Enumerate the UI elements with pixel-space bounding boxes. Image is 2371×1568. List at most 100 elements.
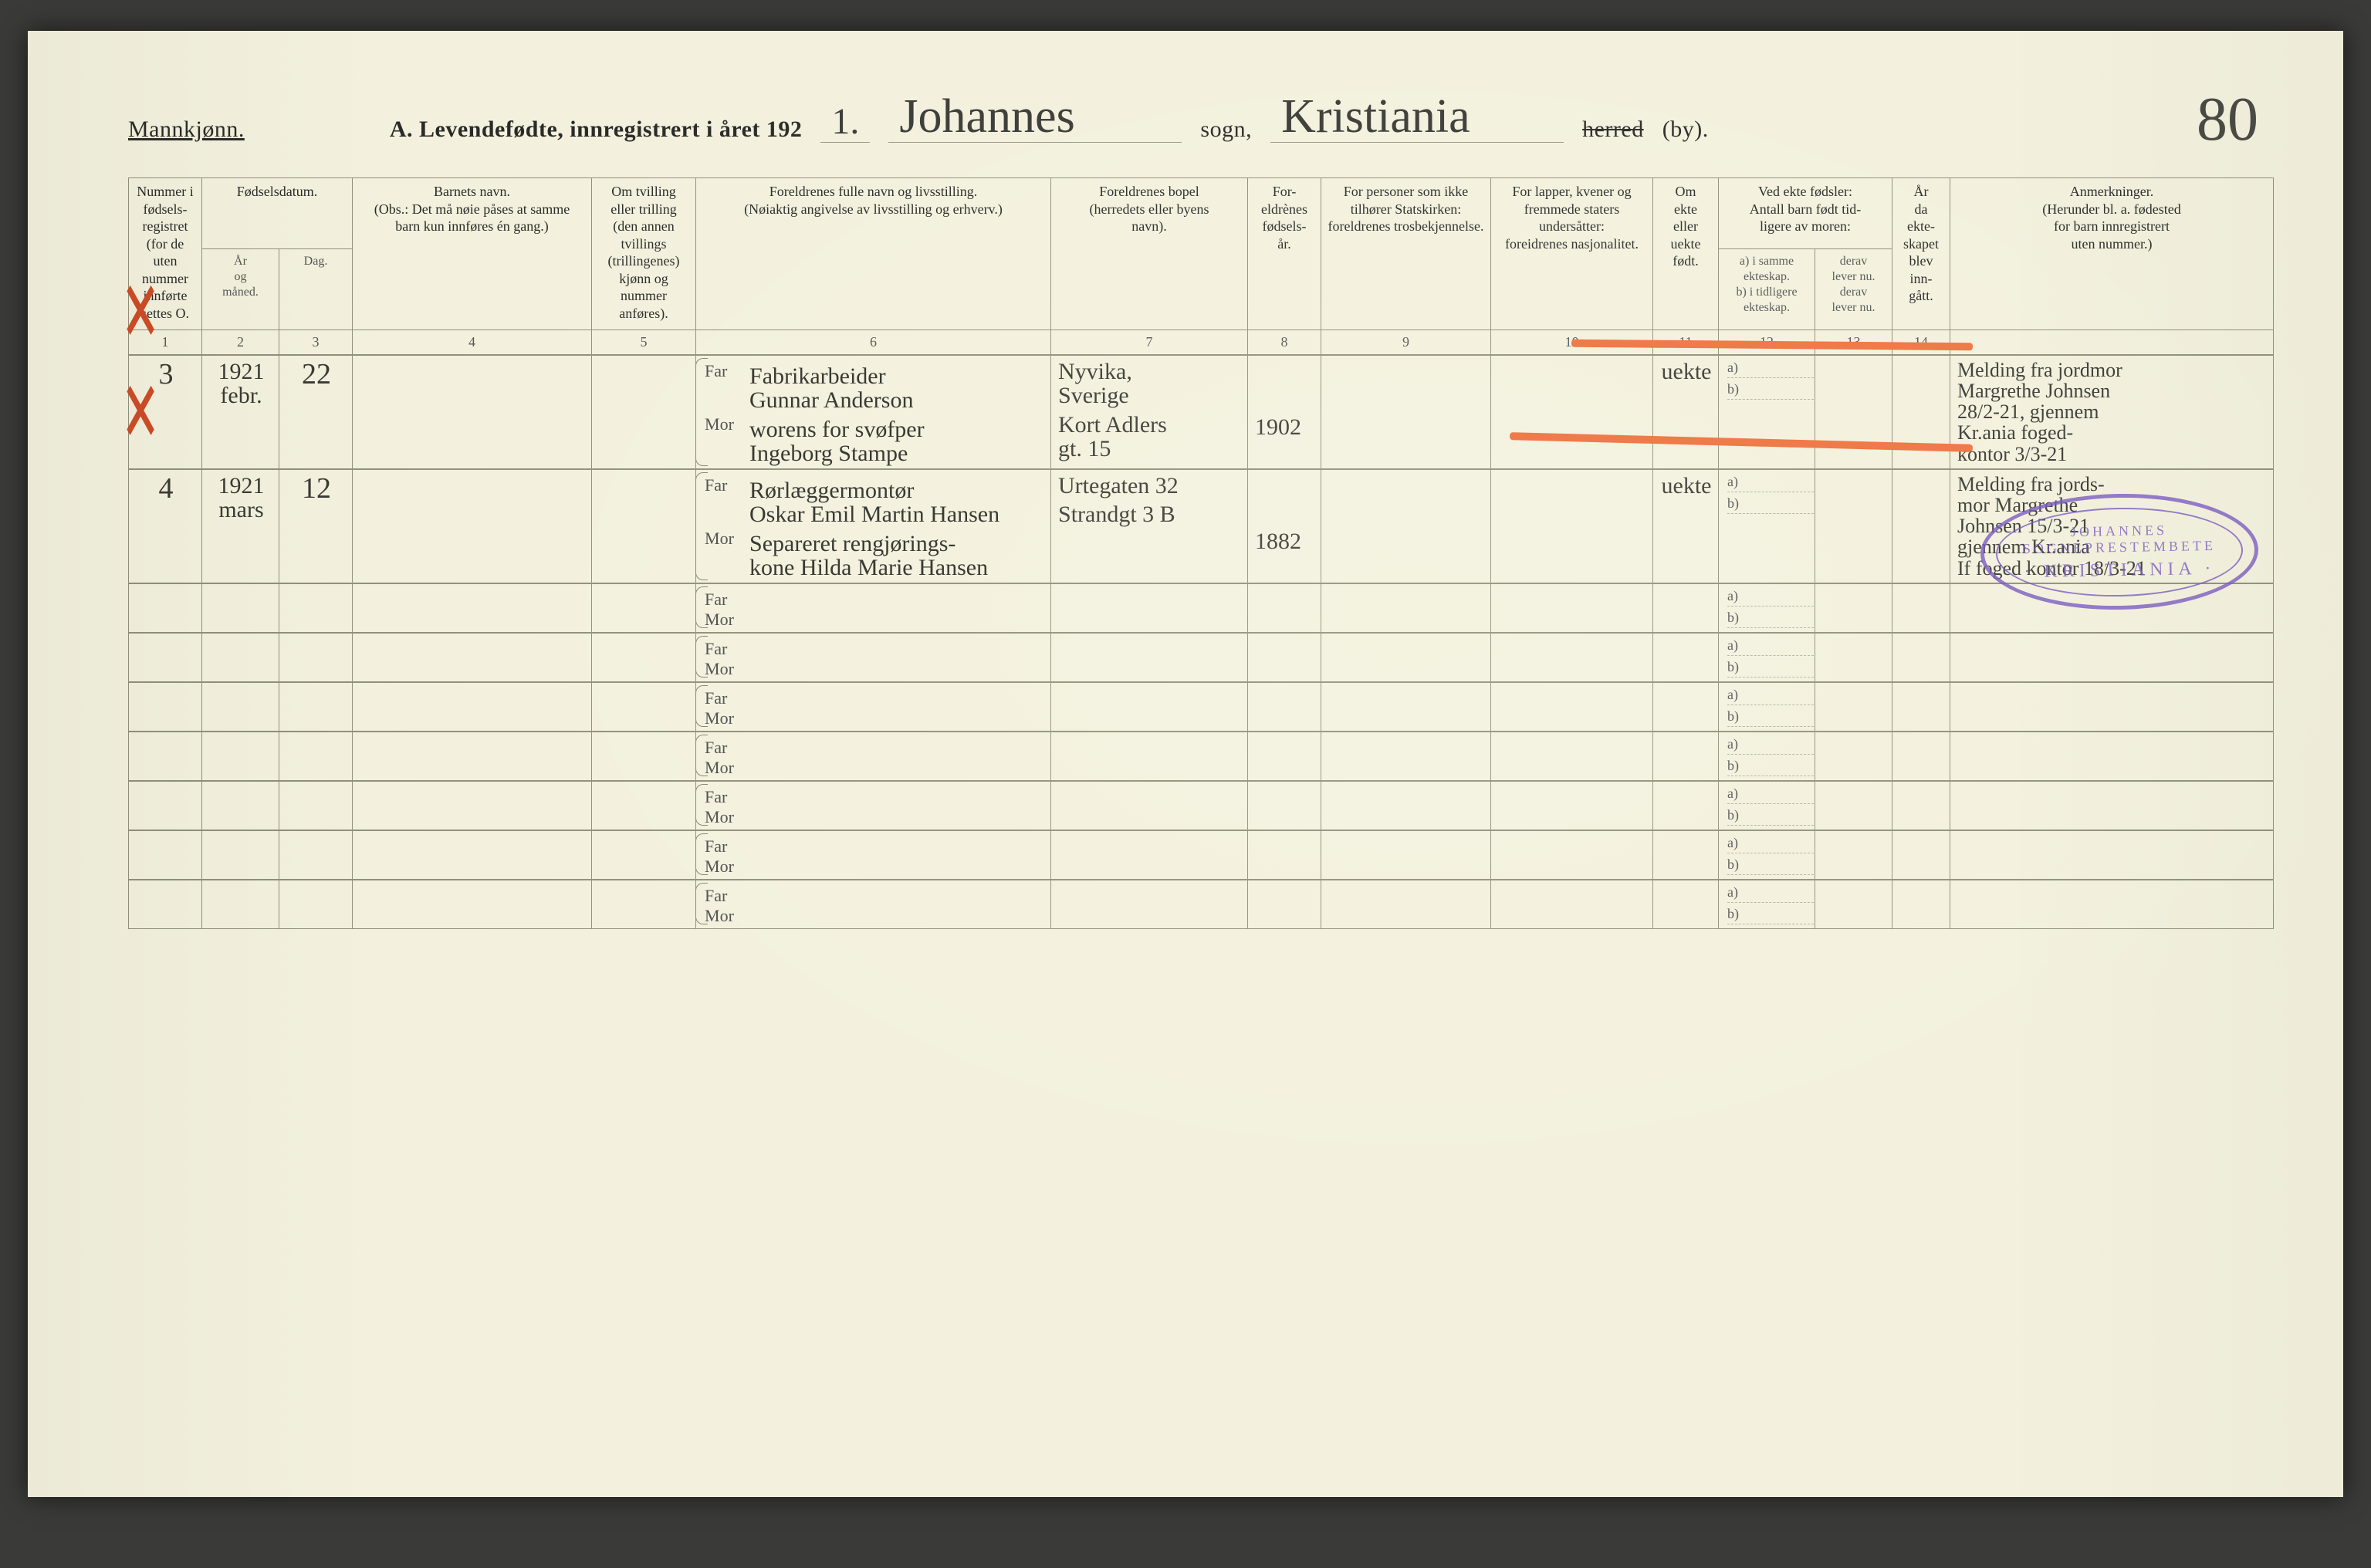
- cell-empty: [1892, 583, 1950, 633]
- colnum-3: 3: [279, 330, 353, 355]
- cell-empty: [1950, 682, 2274, 732]
- sogn-hand: Johannes: [888, 93, 1182, 143]
- cell-twin: [592, 469, 696, 583]
- cell-empty: [353, 633, 592, 682]
- cell-nat: [1491, 469, 1653, 583]
- cell-parents: FarFabrikarbeider Gunnar Anderson Morwor…: [696, 355, 1051, 469]
- cell-empty: [1491, 682, 1653, 732]
- th-15: Anmerkninger. (Herunder bl. a. fødested …: [1950, 178, 2274, 330]
- cell-ab2: [1815, 469, 1892, 583]
- table-row: 41921 mars12 FarRørlæggermontør Oskar Em…: [129, 469, 2274, 583]
- cell-empty: [1653, 880, 1719, 929]
- cell-empty: [592, 830, 696, 880]
- cell-empty: [202, 633, 279, 682]
- cell-empty: [1815, 682, 1892, 732]
- cell-empty: Far Mor: [696, 633, 1051, 682]
- cell-num: 4: [129, 469, 202, 583]
- cell-empty: a)b): [1719, 583, 1815, 633]
- th-8: For- eldrènes fødsels- år.: [1248, 178, 1321, 330]
- cell-empty: [1491, 781, 1653, 830]
- cell-twin: [592, 355, 696, 469]
- cell-empty: a)b): [1719, 732, 1815, 781]
- table-row: Far Mor a)b): [129, 830, 2274, 880]
- cell-name: [353, 355, 592, 469]
- colnum-7: 7: [1051, 330, 1248, 355]
- sogn-label: sogn,: [1200, 117, 1252, 143]
- cell-bopel: Urtegaten 32Strandgt 3 B: [1051, 469, 1248, 583]
- th-1: Nummer i fødsels- registret (for de uten…: [129, 178, 202, 330]
- page-number: 80: [2197, 85, 2258, 155]
- cell-empty: [202, 732, 279, 781]
- th-4: Barnets navn. (Obs.: Det må nøie påses a…: [353, 178, 592, 330]
- cell-empty: [279, 732, 353, 781]
- cell-empty: [1321, 781, 1491, 830]
- cell-empty: [1892, 732, 1950, 781]
- colnum-11: 11: [1653, 330, 1719, 355]
- colnum-blank: [1950, 330, 2274, 355]
- th-2a: År og måned.: [202, 248, 279, 329]
- table-body: 31921 febr.22 FarFabrikarbeider Gunnar A…: [129, 355, 2274, 929]
- cell-empty: [1248, 583, 1321, 633]
- cell-empty: [1653, 682, 1719, 732]
- th-5: Om tvilling eller trilling (den annen tv…: [592, 178, 696, 330]
- cell-empty: [1051, 732, 1248, 781]
- cell-empty: [1815, 781, 1892, 830]
- colnum-5: 5: [592, 330, 696, 355]
- cell-empty: a)b): [1719, 830, 1815, 880]
- table-row: Far Mor a)b): [129, 633, 2274, 682]
- cell-empty: [1950, 880, 2274, 929]
- th-12b: derav lever nu.derav lever nu.: [1815, 248, 1892, 329]
- table-head: Nummer i fødsels- registret (for de uten…: [129, 178, 2274, 355]
- cell-empty: [1248, 880, 1321, 929]
- ledger-page: 80 Mannkjønn. A. Levendefødte, innregist…: [28, 31, 2343, 1497]
- cell-empty: [1653, 583, 1719, 633]
- cell-empty: [129, 583, 202, 633]
- th-7: Foreldrenes bopel (herredets eller byens…: [1051, 178, 1248, 330]
- colnum-13: 13: [1815, 330, 1892, 355]
- cell-empty: a)b): [1719, 633, 1815, 682]
- cell-marr: [1892, 469, 1950, 583]
- cell-empty: Far Mor: [696, 830, 1051, 880]
- cell-empty: [1950, 781, 2274, 830]
- table-row: 31921 febr.22 FarFabrikarbeider Gunnar A…: [129, 355, 2274, 469]
- cell-empty: [279, 830, 353, 880]
- cell-ab1: a)b): [1719, 355, 1815, 469]
- cell-ekte: uekte: [1653, 355, 1719, 469]
- table-row: Far Mor a)b): [129, 781, 2274, 830]
- cell-empty: [353, 583, 592, 633]
- cell-empty: [1950, 830, 2274, 880]
- cell-empty: [353, 781, 592, 830]
- cell-empty: [1950, 633, 2274, 682]
- cell-empty: [1653, 830, 1719, 880]
- cell-empty: [1321, 732, 1491, 781]
- th-9: For personer som ikke tilhører Statskirk…: [1321, 178, 1491, 330]
- cell-empty: [129, 633, 202, 682]
- colnum-8: 8: [1248, 330, 1321, 355]
- cell-year: 1882: [1248, 469, 1321, 583]
- year-hand: 1.: [820, 103, 870, 143]
- cell-empty: [129, 880, 202, 929]
- table-row: Far Mor a)b): [129, 732, 2274, 781]
- mannkjonn-label: Mannkjønn.: [128, 117, 245, 143]
- colnum-1: 1: [129, 330, 202, 355]
- title-prefix: A. Levendefødte, innregistrert i året 19…: [390, 117, 803, 143]
- th-2-top: Fødselsdatum.: [202, 178, 353, 249]
- cell-empty: [1321, 830, 1491, 880]
- cell-empty: [1892, 633, 1950, 682]
- cell-empty: [279, 880, 353, 929]
- cell-empty: a)b): [1719, 880, 1815, 929]
- cell-empty: [129, 682, 202, 732]
- table-row: Far Mor a)b): [129, 880, 2274, 929]
- th-14: År da ekte- skapet blev inn- gått.: [1892, 178, 1950, 330]
- th-10: For lapper, kvener og fremmede staters u…: [1491, 178, 1653, 330]
- page-header: Mannkjønn. A. Levendefødte, innregistrer…: [128, 93, 2274, 143]
- cell-empty: [353, 880, 592, 929]
- cell-anm: Melding fra jords- mor Margrethe Johnsen…: [1950, 469, 2274, 583]
- cell-empty: [1815, 830, 1892, 880]
- cell-rel: [1321, 469, 1491, 583]
- cell-empty: [1321, 633, 1491, 682]
- th-6: Foreldrenes fulle navn og livsstilling. …: [696, 178, 1051, 330]
- cell-day: 22: [279, 355, 353, 469]
- table-row: Far Mor a)b): [129, 583, 2274, 633]
- cell-empty: [129, 732, 202, 781]
